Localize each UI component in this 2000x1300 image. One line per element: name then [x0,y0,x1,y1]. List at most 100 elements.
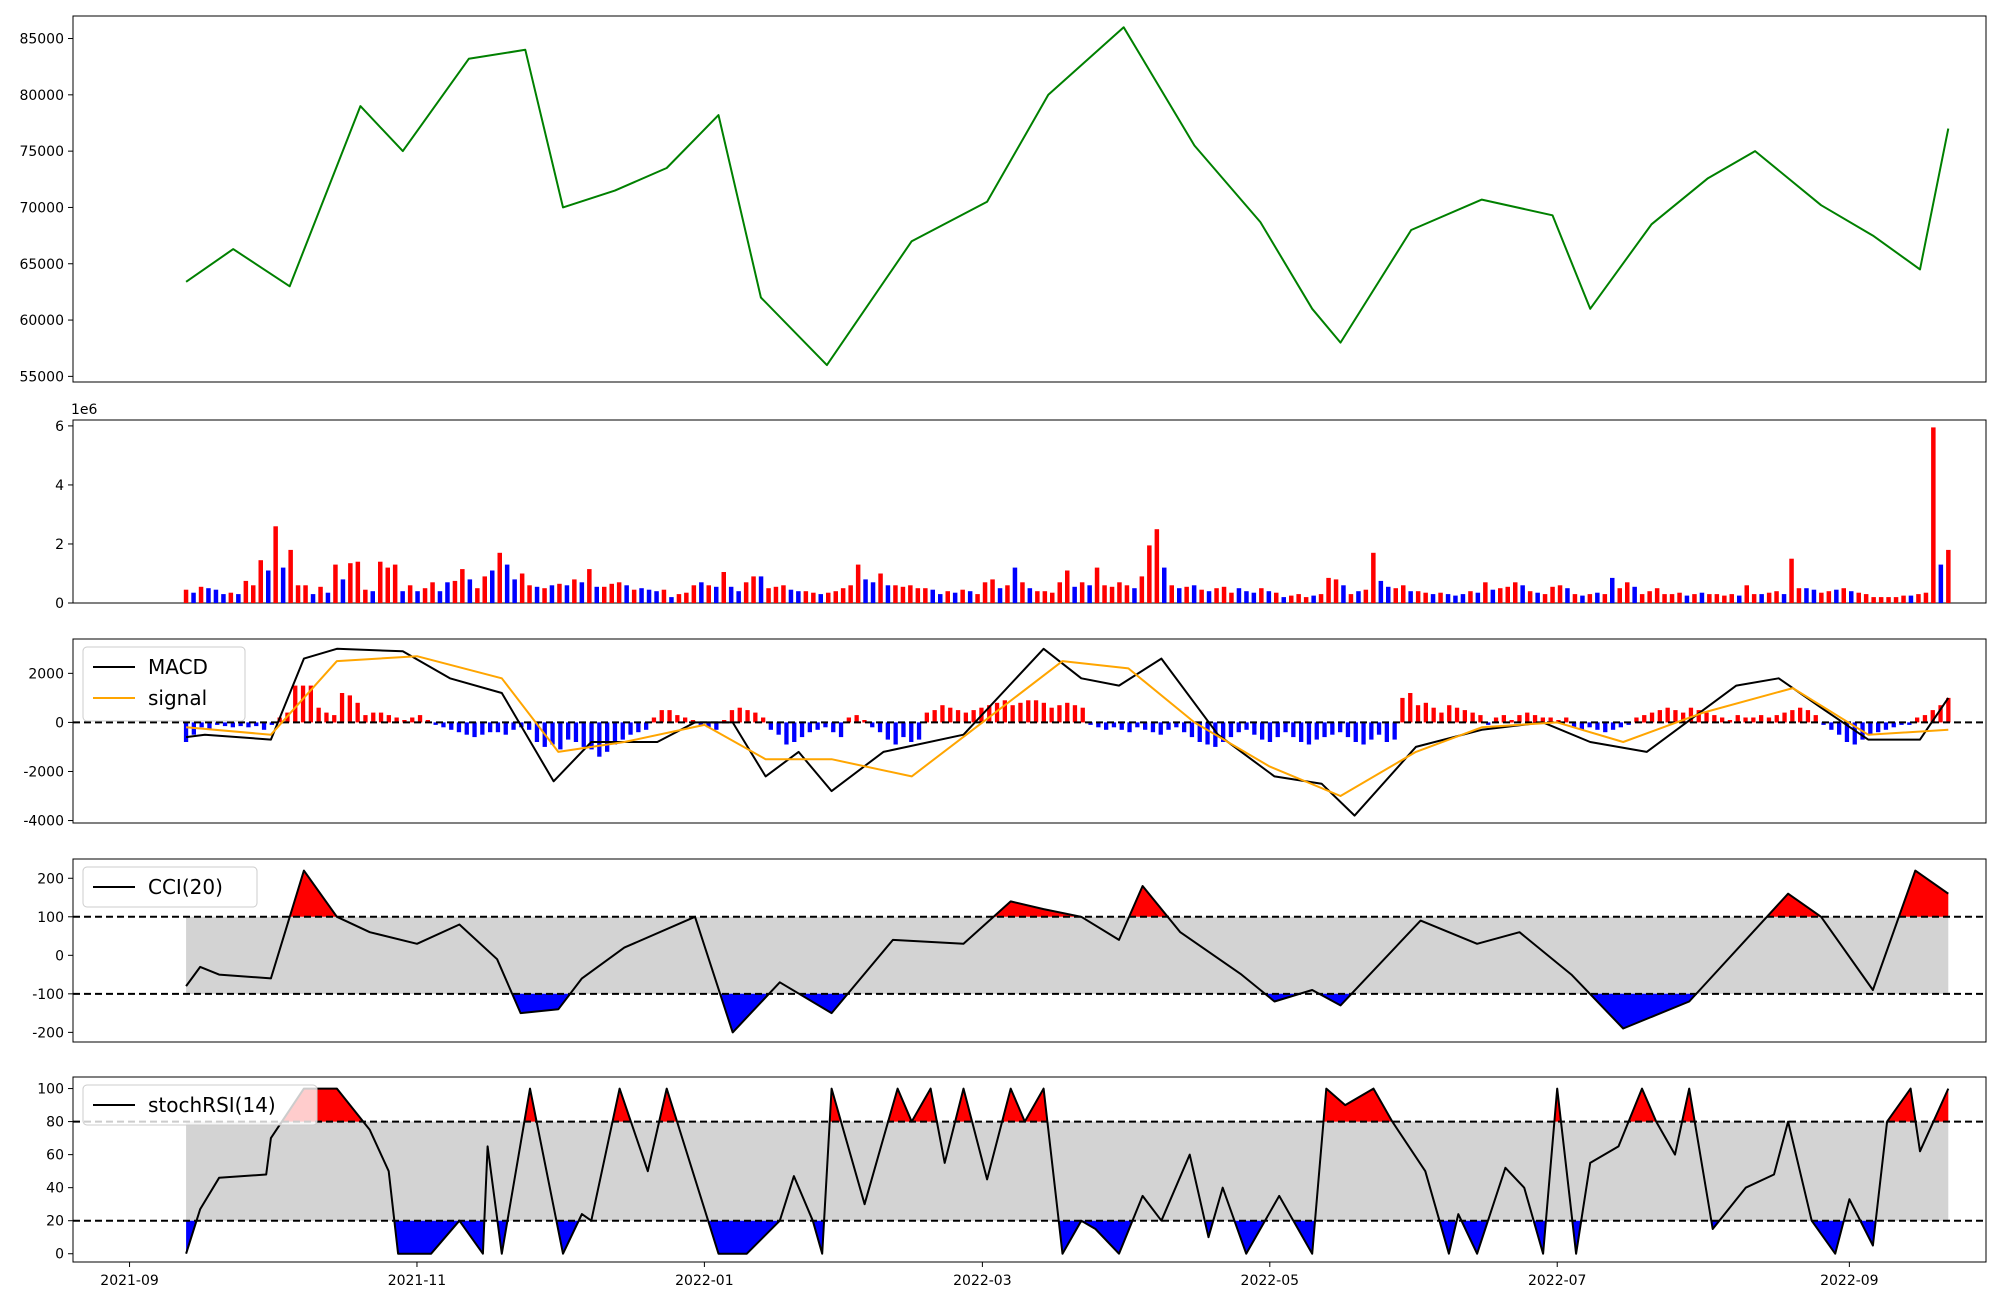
macd-histogram-bar [308,685,313,723]
volume-bar [781,585,786,603]
volume-bar [370,591,375,603]
macd-histogram-bar [1556,720,1561,723]
macd-histogram-bar [215,722,220,725]
volume-bar [646,589,652,603]
y-tick-label: 55000 [19,369,64,385]
macd-histogram-bar [503,722,508,735]
x-tick-label: 2022-07 [1528,1273,1587,1289]
volume-bar [796,591,801,603]
volume-bar [736,591,741,603]
macd-histogram-bar [1790,710,1795,723]
macd-histogram-bar [1805,710,1811,723]
macd-histogram-bar [1197,722,1202,742]
y-tick-label: 0 [55,715,64,731]
macd-panel: -4000 -2000 0 2000 MACD signal [23,638,1987,830]
macd-histogram-bar [987,705,992,723]
macd-histogram-bar [1681,712,1686,723]
y-tick-label: -200 [32,1025,64,1041]
macd-histogram-bar [1291,722,1296,738]
volume-bar [631,589,637,603]
macd-histogram-bar [1166,722,1171,730]
volume-bar [1946,549,1951,603]
macd-histogram-bar [1486,722,1491,725]
volume-bar [1938,564,1944,603]
y-tick-label: 2 [55,537,64,553]
volume-bar [706,585,711,603]
volume-bar [908,585,913,603]
macd-histogram-bar [238,722,243,727]
volume-bar [1050,592,1055,603]
macd-histogram-bar [1057,705,1062,723]
y-tick-label: -100 [32,987,64,1003]
volume-bar [1677,592,1682,603]
volume-bar [1595,592,1600,603]
volume-bar [811,592,816,603]
macd-histogram-bar [1400,697,1405,723]
volume-bar [475,588,480,603]
macd-histogram-bar [1930,710,1935,723]
volume-bar [303,585,308,603]
macd-histogram-bar [690,720,696,723]
volume-bar [721,572,726,603]
volume-bar [1572,594,1578,603]
axes-frame [72,15,1987,383]
macd-histogram-bar [269,722,274,725]
macd-histogram-bar [620,722,625,740]
cci-line [185,869,1949,1034]
volume-bar [1535,592,1540,603]
macd-histogram-bar [667,710,672,723]
volume-bar [504,564,510,603]
macd-histogram-bar [1501,715,1506,723]
x-tick-label: 2021-09 [100,1273,159,1289]
stochrsi-neutral-band [186,1121,1949,1221]
macd-histogram-bar [1228,722,1234,738]
volume-bar [1244,591,1249,603]
volume-bar [1266,591,1272,603]
y-tick-label: 2000 [28,666,64,682]
cci-overbought-fill [289,870,337,917]
volume-bar [1430,594,1436,603]
macd-histogram-bar [1353,722,1358,742]
macd-histogram-bar [1267,722,1273,742]
macd-histogram-bar [683,717,688,723]
legend-box [82,866,258,908]
volume-bar [1520,585,1525,603]
volume-bar [803,591,809,603]
volume-bar [437,591,443,603]
macd-histogram-bar [1143,722,1148,730]
macd-histogram-bar [464,722,469,735]
cci-oversold-fill [512,993,571,1014]
volume-bar [691,585,697,603]
volume-bar [243,580,249,603]
macd-histogram-bar [1720,717,1725,723]
macd-histogram-bar [417,715,423,723]
macd-histogram-bar [1065,702,1070,723]
volume-bar [1490,589,1496,603]
volume-bar [818,594,823,603]
macd-histogram-bar [963,712,968,723]
volume-bar [355,561,361,603]
macd-histogram-bar [792,722,797,742]
volume-bar [1759,594,1764,603]
volume-bar [1804,588,1809,603]
volume-bar [1781,594,1787,603]
volume-bar [1087,585,1092,603]
macd-histogram-bar [799,722,805,738]
macd-histogram-bar [706,722,711,728]
macd-histogram-bar [628,722,633,735]
volume-bar [1460,594,1466,603]
volume-scale-label: 1e6 [71,402,98,418]
macd-histogram-bar [332,715,337,723]
volume-bar [751,576,756,603]
volume-bar [1737,595,1742,603]
macd-histogram-bar [183,722,189,742]
cci-oversold-fill [720,993,769,1033]
volume-bar [1587,594,1593,603]
volume-bar [1094,567,1100,603]
volume-bar [1408,591,1413,603]
stochrsi-overbought-fill [1628,1088,1657,1122]
macd-histogram-bar [410,717,415,723]
macd-histogram-bar [1361,722,1366,745]
x-tick-label: 2022-01 [675,1273,734,1289]
macd-histogram-bar [1688,707,1694,723]
